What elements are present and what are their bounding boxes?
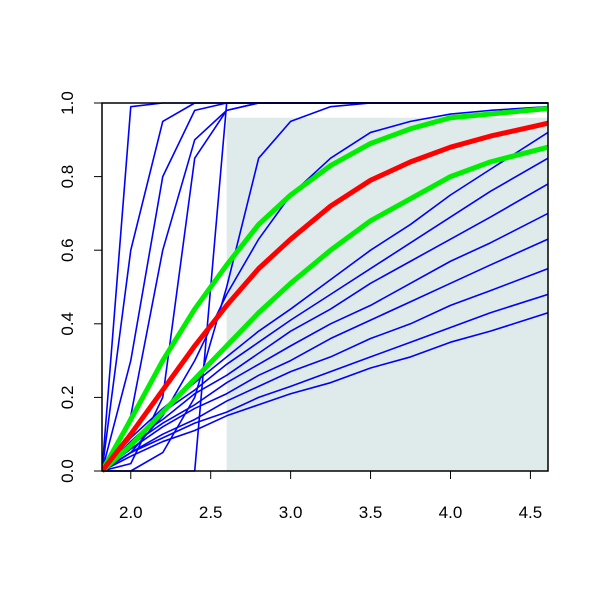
series-line [102,267,548,472]
x-tick-label: 2.5 [199,503,223,522]
x-tick-label: 4.0 [439,503,463,522]
y-tick-label: 0.6 [58,238,77,262]
y-tick-label: 0.0 [58,459,77,483]
plot-frame [101,102,549,472]
series-line [102,144,548,473]
series-line [102,106,548,473]
x-tick-label: 4.5 [519,503,543,522]
series-line [102,120,548,473]
series-line [102,311,548,472]
x-tick-label: 3.5 [359,503,383,522]
series-line [102,131,548,472]
series-line [102,183,548,472]
y-tick-label: 0.2 [58,386,77,410]
y-tick-label: 0.4 [58,312,77,336]
y-tick-label: 1.0 [58,91,77,115]
y-tick-label: 0.8 [58,165,77,189]
x-tick-label: 3.0 [279,503,303,522]
series-line [102,293,548,472]
series-line [102,212,548,472]
plot-lines [102,102,548,473]
series-line [102,238,548,472]
x-tick-label: 2.0 [119,503,143,522]
